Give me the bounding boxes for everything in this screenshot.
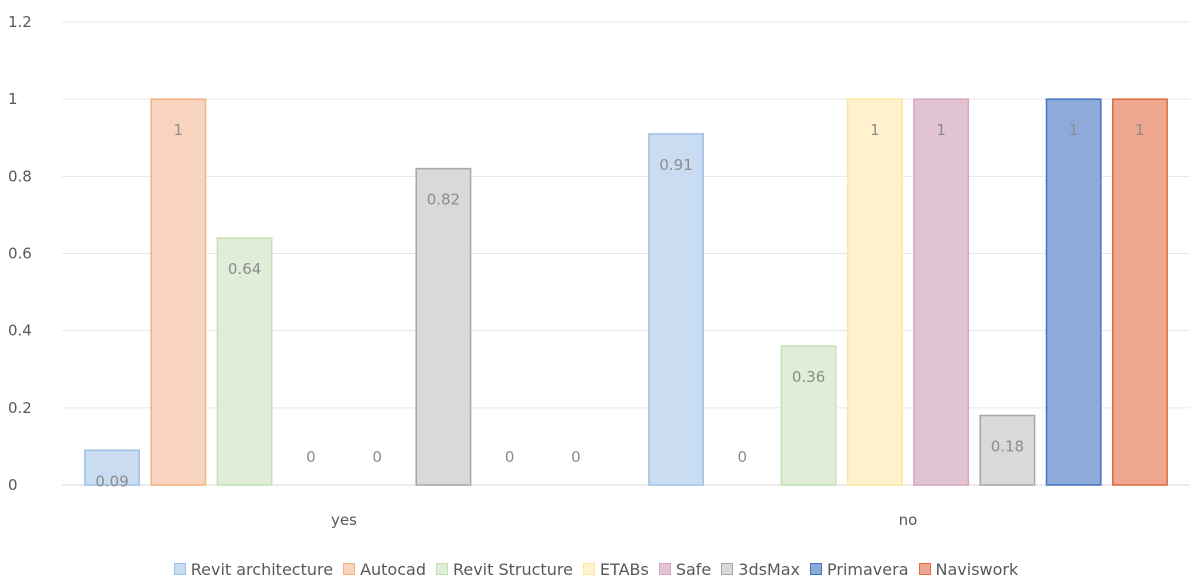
legend-label: Safe bbox=[675, 559, 712, 579]
legend-swatch bbox=[582, 563, 595, 575]
y-tick-label: 0.6 bbox=[8, 245, 32, 263]
bar-revit-architecture-yes bbox=[84, 449, 140, 486]
bar-3dsmax-yes bbox=[415, 167, 472, 486]
x-category-label: yes bbox=[331, 511, 357, 529]
bar-revit-structure-no bbox=[780, 345, 837, 486]
data-label: 0 bbox=[372, 448, 382, 466]
data-label: 1 bbox=[174, 121, 184, 139]
bar-autocad-yes bbox=[150, 98, 207, 486]
legend-item: Naviswork bbox=[918, 559, 1019, 579]
bars bbox=[84, 98, 1168, 486]
data-label: 0 bbox=[306, 448, 316, 466]
legend-item: ETABs bbox=[582, 559, 649, 579]
legend-item: Primavera bbox=[810, 559, 909, 579]
legend-item: Safe bbox=[658, 559, 712, 579]
y-tick-label: 1.2 bbox=[8, 13, 32, 31]
data-labels: 0.09 1 0.64 0 0 0.82 0 0 0.91 0 0.36 1 1 0.18 1 1 bbox=[95, 121, 1144, 490]
legend-item: 3dsMax bbox=[721, 560, 800, 579]
legend-swatch bbox=[343, 563, 356, 575]
data-label: 0 bbox=[571, 448, 581, 466]
y-tick-label: 0.8 bbox=[8, 167, 32, 185]
data-label: 0.36 bbox=[792, 368, 825, 386]
data-label: 0.18 bbox=[991, 438, 1024, 456]
data-label: 1 bbox=[1069, 121, 1079, 139]
bar-etabs-no bbox=[846, 98, 903, 486]
legend-label: 3dsMax bbox=[738, 559, 801, 579]
x-category-label: no bbox=[899, 511, 918, 529]
legend-label: Primavera bbox=[827, 559, 909, 579]
legend-swatch bbox=[173, 563, 186, 575]
bar-safe-no bbox=[913, 98, 970, 486]
y-tick-label: 0.2 bbox=[8, 399, 32, 417]
bar-primavera-no bbox=[1045, 98, 1102, 486]
y-tick-label: 0 bbox=[8, 476, 18, 494]
data-label: 1 bbox=[936, 121, 946, 139]
x-axis: yes no bbox=[331, 511, 917, 529]
legend-swatch bbox=[810, 563, 823, 575]
legend-label: Autocad bbox=[360, 559, 426, 579]
y-tick-label: 0.4 bbox=[8, 322, 32, 340]
data-label: 0 bbox=[505, 448, 515, 466]
legend-label: Revit architecture bbox=[190, 559, 334, 579]
data-label: 1 bbox=[1135, 121, 1145, 139]
data-label: 0.09 bbox=[95, 472, 128, 490]
y-axis: 0 0.2 0.4 0.6 0.8 1 1.2 bbox=[8, 13, 32, 494]
y-tick-label: 1 bbox=[8, 90, 18, 108]
bar-3dsmax-no bbox=[979, 414, 1036, 486]
legend-swatch bbox=[435, 563, 448, 575]
legend-item: Revit Structure bbox=[435, 559, 573, 579]
bar-revit-architecture-no bbox=[648, 133, 704, 486]
legend-label: Revit Structure bbox=[452, 559, 573, 579]
bar-naviswork-no bbox=[1112, 98, 1168, 486]
data-label: 0.91 bbox=[659, 156, 692, 174]
legend-swatch bbox=[721, 563, 734, 575]
data-label: 0.64 bbox=[228, 260, 261, 278]
legend-label: Naviswork bbox=[935, 559, 1019, 579]
legend: Revit architecture Autocad Revit Structure… bbox=[0, 558, 1192, 580]
data-label: 0 bbox=[738, 448, 748, 466]
legend-item: Revit architecture bbox=[173, 559, 334, 579]
legend-swatch bbox=[658, 563, 671, 575]
data-label: 1 bbox=[870, 121, 880, 139]
legend-label: ETABs bbox=[599, 559, 649, 579]
legend-item: Autocad bbox=[343, 560, 426, 579]
data-label: 0.82 bbox=[427, 191, 460, 209]
legend-swatch bbox=[918, 563, 931, 575]
bar-revit-structure-yes bbox=[216, 237, 273, 486]
